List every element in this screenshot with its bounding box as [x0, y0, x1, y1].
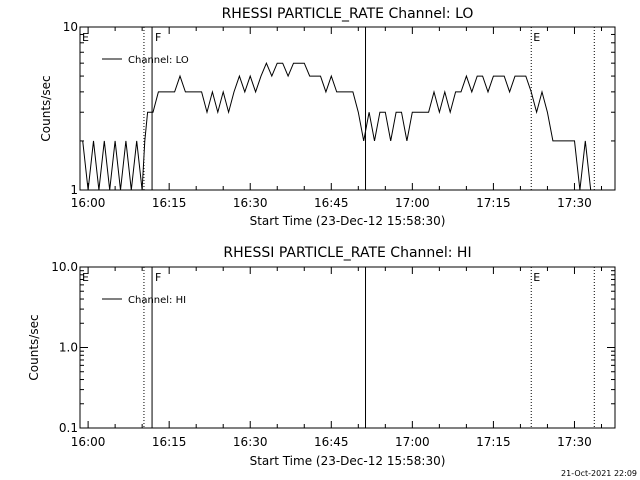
x-axis-label: Start Time (23-Dec-12 15:58:30) — [250, 214, 446, 228]
legend-entry: Channel: LO — [128, 55, 189, 66]
y-tick-label: 10.0 — [51, 260, 78, 274]
plot-frame — [79, 266, 616, 429]
x-tick-label: 17:00 — [395, 196, 430, 210]
y-tick-label: 1 — [70, 183, 78, 197]
y-tick-label: 1.0 — [59, 341, 78, 355]
footer-timestamp: 21-Oct-2021 22:09 — [561, 469, 637, 478]
x-tick-label: 16:30 — [233, 435, 268, 449]
x-axis-label: Start Time (23-Dec-12 15:58:30) — [250, 454, 446, 468]
x-tick-label: 16:00 — [71, 435, 106, 449]
x-tick-label: 16:15 — [152, 196, 187, 210]
y-axis-label: Counts/sec — [27, 314, 41, 380]
x-tick-label: 17:15 — [476, 196, 511, 210]
panel-lo: RHESSI PARTICLE_RATE Channel: LO Start Ti… — [39, 6, 616, 228]
chart-title: RHESSI PARTICLE_RATE Channel: HI — [223, 245, 471, 261]
region-label: E — [82, 271, 89, 284]
region-label: E — [533, 31, 540, 44]
region-label: E — [533, 271, 540, 284]
x-tick-label: 16:15 — [152, 435, 187, 449]
x-tick-label: 17:00 — [395, 435, 430, 449]
region-label: E — [82, 31, 89, 44]
x-tick-label: 17:15 — [476, 435, 511, 449]
y-axis-label: Counts/sec — [39, 75, 53, 141]
series-line — [82, 61, 597, 191]
x-tick-label: 17:30 — [557, 196, 592, 210]
region-label: F — [155, 31, 161, 44]
chart-title: RHESSI PARTICLE_RATE Channel: LO — [222, 6, 474, 22]
y-tick-label: 10 — [63, 20, 78, 34]
region-label: F — [155, 271, 161, 284]
plot-frame — [79, 26, 616, 191]
x-tick-label: 17:30 — [557, 435, 592, 449]
panel-hi: RHESSI PARTICLE_RATE Channel: HI Start Ti… — [27, 245, 616, 468]
x-tick-label: 16:45 — [314, 435, 349, 449]
x-tick-label: 16:00 — [71, 196, 106, 210]
legend-entry: Channel: HI — [128, 295, 186, 306]
y-tick-label: 0.1 — [59, 421, 78, 435]
x-tick-label: 16:30 — [233, 196, 268, 210]
x-tick-label: 16:45 — [314, 196, 349, 210]
